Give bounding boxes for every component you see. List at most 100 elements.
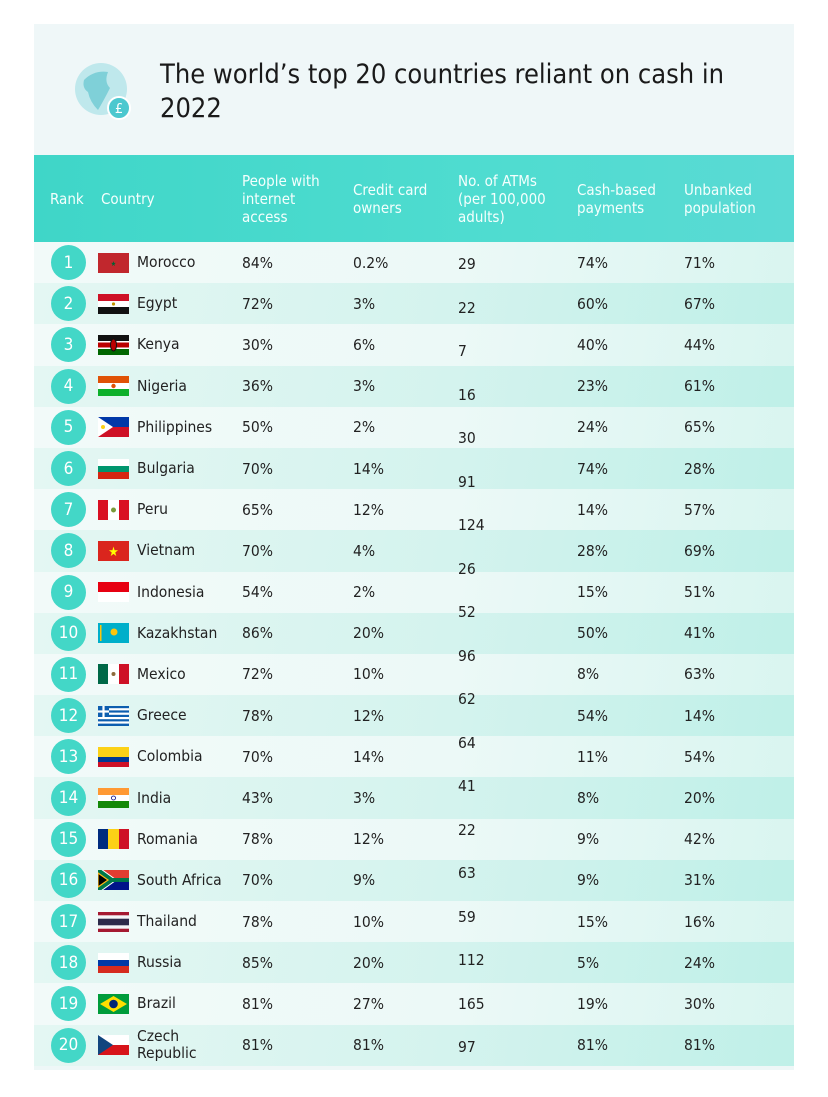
flag-thailand-icon [98,911,129,932]
credit-card-owners: 2% [353,583,376,602]
unbanked-population: 24% [684,953,715,972]
atm-count: 112 [458,951,485,969]
internet-access: 81% [242,1036,273,1055]
table-row: 11 Mexico 72% 10% 8% 63% [34,653,794,696]
rank-badge: 14 [51,780,86,816]
header-unbanked: Unbanked population [684,180,756,217]
credit-card-owners: 6% [353,335,376,354]
internet-access: 36% [242,377,273,396]
table-row: 9 Indonesia 54% 2% 15% 51% [34,571,794,613]
credit-card-owners: 12% [353,706,384,725]
flag-niger-icon [98,376,129,397]
credit-card-owners: 27% [353,994,384,1013]
table-row: 17 Thailand 78% 10% 15% 16% [34,901,794,943]
internet-access: 54% [242,583,273,602]
atm-count: 64 [458,733,476,752]
cash-payments: 19% [577,994,608,1013]
cash-payments: 23% [577,377,608,396]
country-name: Kenya [137,335,180,354]
country-name: Greece [137,706,187,725]
country-name: Colombia [137,747,203,766]
cash-payments: 8% [577,665,600,684]
table-row: 5 Philippines 50% 2% 24% 65% [34,406,794,448]
unbanked-population: 61% [684,377,715,396]
credit-card-owners: 10% [353,912,384,931]
internet-access: 84% [242,253,273,272]
unbanked-population: 42% [684,830,715,849]
unbanked-population: 54% [684,747,715,766]
rank-badge: 13 [51,739,86,775]
unbanked-population: 31% [684,871,715,890]
atm-count: 16 [458,385,476,404]
internet-access: 70% [242,871,273,890]
country-name: Bulgaria [137,459,195,478]
country-name: Morocco [137,253,196,272]
internet-access: 72% [242,665,273,684]
credit-card-owners: 3% [353,294,376,313]
internet-access: 50% [242,418,273,437]
country-name: Czech Republic [137,1027,197,1063]
table-header: Rank Country People with internet access… [34,155,794,242]
page-title: The world’s top 20 countries reliant on … [160,59,725,124]
unbanked-population: 71% [684,253,715,272]
table-row: 3 Kenya 30% 6% 40% 44% [34,324,794,366]
internet-access: 81% [242,994,273,1013]
credit-card-owners: 3% [353,789,376,808]
cash-payments: 8% [577,789,600,808]
country-name: Peru [137,500,169,519]
flag-egypt-icon [98,293,129,314]
unbanked-population: 51% [684,583,715,602]
country-name: Romania [137,829,198,848]
flag-brazil-icon [98,993,129,1014]
atm-count: 91 [458,472,476,491]
atm-count: 59 [458,907,476,926]
country-name: Nigeria [137,376,187,395]
atm-count: 7 [458,342,467,360]
internet-access: 65% [242,500,273,519]
svg-text:£: £ [115,102,123,117]
rank-badge: 10 [51,615,86,651]
cash-payments: 9% [577,830,600,849]
atm-count: 96 [458,646,476,665]
credit-card-owners: 14% [353,747,384,766]
credit-card-owners: 3% [353,377,376,396]
svg-text:★: ★ [111,260,117,268]
rank-badge: 3 [51,327,86,363]
internet-access: 70% [242,747,273,766]
table-row: 19 Brazil 81% 27% 19% 30% [34,983,794,1025]
rank-badge: 15 [51,821,86,857]
table-row: 13 Colombia 70% 14% 11% 54% [34,736,794,778]
unbanked-population: 16% [684,912,715,931]
rank-badge: 7 [51,492,86,528]
cash-payments: 40% [577,335,608,354]
credit-card-owners: 0.2% [353,253,389,272]
flag-indonesia-icon [98,582,129,603]
country-name: Egypt [137,294,178,313]
country-name: Vietnam [137,541,196,560]
unbanked-population: 63% [684,665,715,684]
rank-badge: 2 [51,286,86,322]
cash-payments: 74% [577,459,608,478]
internet-access: 86% [242,624,273,643]
atm-count: 124 [458,516,485,534]
title-bar: £ The world’s top 20 countries reliant o… [34,24,794,155]
table-body: 1 ★ Morocco 84% 0.2% 74% 71% 2 Egypt 72% … [34,242,794,1066]
cash-payments: 28% [577,541,608,560]
atm-count: 52 [458,603,476,621]
flag-czech-icon [98,1035,129,1056]
atm-count: 165 [458,994,485,1013]
flag-russia-icon [98,952,129,973]
rank-badge: 4 [51,368,86,404]
unbanked-population: 14% [684,706,715,725]
header-rank: Rank [50,189,84,208]
atm-count: 22 [458,298,476,317]
credit-card-owners: 2% [353,418,376,437]
country-name: Brazil [137,994,176,1013]
unbanked-population: 81% [684,1036,715,1055]
unbanked-population: 41% [684,624,715,643]
flag-vietnam-icon: ★ [98,540,129,561]
header-cash: Cash-based payments [577,180,656,217]
internet-access: 78% [242,830,273,849]
rank-badge: 17 [51,904,86,940]
table-row: 7 Peru 65% 12% 14% 57% [34,489,794,531]
